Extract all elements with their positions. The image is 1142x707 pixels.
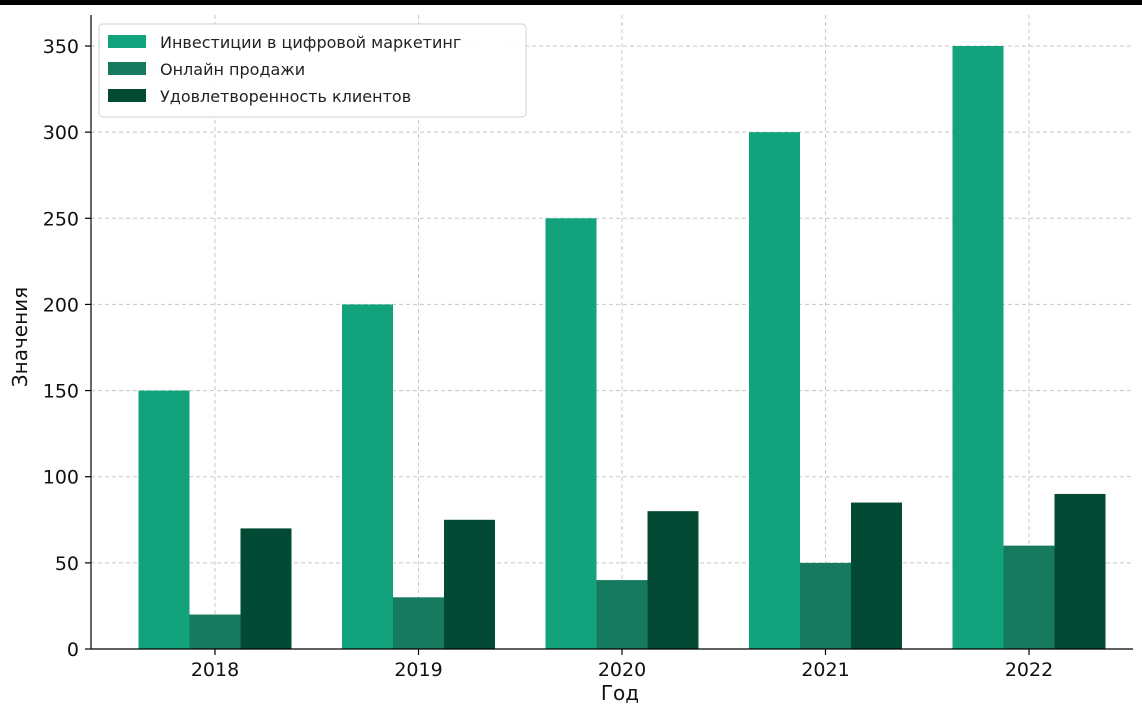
- x-axis-label: Год: [601, 681, 639, 705]
- x-tick-label-2020: 2020: [598, 659, 646, 681]
- legend-label-1: Инвестиции в цифровой маркетинг: [160, 33, 461, 52]
- y-tick-label-300: 300: [43, 122, 79, 144]
- x-tick-label-2021: 2021: [801, 659, 849, 681]
- bar-2018-series-3: [240, 528, 292, 649]
- bar-2021-series-2: [800, 562, 851, 649]
- y-tick-label-250: 250: [43, 208, 79, 230]
- legend-box: [98, 23, 527, 118]
- y-tick-label-200: 200: [43, 294, 79, 316]
- bar-2020-series-1: [545, 218, 597, 650]
- y-tick-label-100: 100: [43, 467, 79, 489]
- y-ticks: 0 50 100 150 200 250 300 350: [43, 36, 91, 661]
- legend-swatch-1: [108, 35, 146, 48]
- top-border: [0, 0, 1142, 5]
- y-tick-label-350: 350: [43, 36, 79, 58]
- x-ticks: 2018 2019 2020 2021 2022: [191, 649, 1053, 681]
- bars: [138, 46, 1106, 650]
- legend-swatch-2: [108, 62, 146, 75]
- bar-2019-series-1: [342, 304, 393, 649]
- bar-2019-series-3: [444, 519, 495, 649]
- x-tick-label-2019: 2019: [394, 659, 442, 681]
- x-tick-label-2022: 2022: [1005, 659, 1053, 681]
- bar-2021-series-3: [851, 502, 902, 649]
- legend: Инвестиции в цифровой маркетинг Онлайн пр…: [98, 23, 527, 118]
- bar-2022-series-3: [1054, 493, 1106, 649]
- bar-2019-series-2: [393, 597, 444, 649]
- axes: [90, 15, 1133, 650]
- bar-2018-series-1: [138, 390, 190, 649]
- y-axis-label: Значения: [8, 287, 32, 387]
- y-tick-label-0: 0: [67, 639, 79, 661]
- bar-2022-series-1: [952, 46, 1004, 649]
- y-tick-label-50: 50: [55, 553, 79, 575]
- bar-2020-series-2: [596, 580, 648, 649]
- y-tick-label-150: 150: [43, 381, 79, 403]
- legend-label-2: Онлайн продажи: [160, 60, 305, 79]
- legend-label-3: Удовлетворенность клиентов: [160, 87, 411, 106]
- bar-2021-series-1: [749, 132, 800, 650]
- bar-2022-series-2: [1003, 545, 1055, 649]
- legend-swatch-3: [108, 89, 146, 102]
- bar-2020-series-3: [647, 511, 699, 649]
- bar-2018-series-2: [189, 614, 241, 649]
- x-tick-label-2018: 2018: [191, 659, 239, 681]
